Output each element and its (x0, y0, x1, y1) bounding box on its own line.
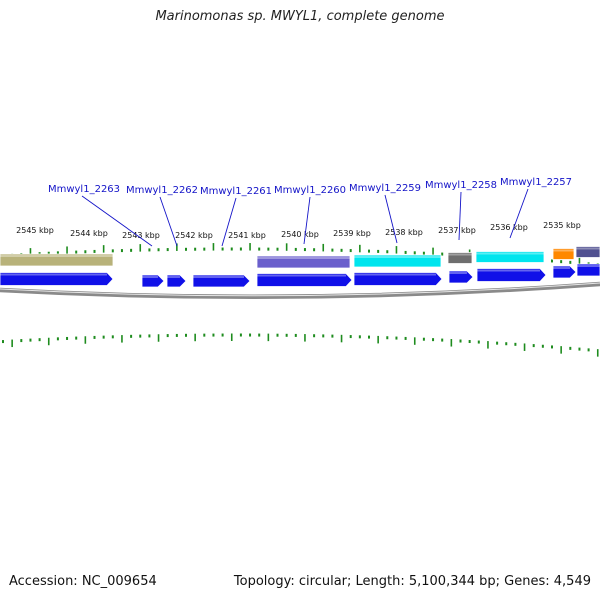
cds-forward-highlight (354, 273, 436, 276)
cds-forward-highlight (477, 269, 540, 272)
cds-forward-highlight (577, 265, 600, 267)
cyan-feature[interactable] (475, 251, 545, 263)
slate-feature-highlight (576, 247, 600, 250)
cds-forward-highlight (193, 276, 244, 278)
gene-label[interactable]: Mmwyl1_2258 (425, 180, 497, 191)
olive-feature[interactable] (0, 253, 114, 267)
gene-leader-line (159, 196, 178, 247)
gene-label[interactable]: Mmwyl1_2257 (500, 177, 572, 188)
slate-feature[interactable] (256, 255, 351, 269)
feature-track (0, 246, 600, 288)
cyan-feature-highlight (476, 252, 544, 255)
backbone-highlight (0, 282, 600, 297)
cds-forward-highlight (257, 274, 346, 277)
gene-leader-line (384, 194, 398, 244)
kbp-label: 2539 kbp (333, 229, 371, 238)
cds-forward[interactable] (476, 268, 547, 282)
cds-forward[interactable] (576, 263, 600, 277)
gray-feature[interactable] (447, 252, 473, 264)
gray-feature-highlight (448, 253, 472, 256)
kbp-label: 2544 kbp (70, 229, 108, 238)
cds-forward[interactable] (448, 270, 474, 284)
kbp-label: 2540 kbp (281, 230, 319, 239)
cds-forward[interactable] (353, 272, 443, 286)
cds-forward-highlight (449, 272, 467, 274)
kbp-label: 2543 kbp (122, 231, 160, 240)
kbp-label: 2535 kbp (543, 221, 581, 230)
genome-summary-text: Topology: circular; Length: 5,100,344 bp… (233, 574, 591, 589)
orange-feature-highlight (553, 249, 574, 252)
gene-leader-line (81, 195, 153, 247)
kbp-label: 2545 kbp (16, 226, 54, 235)
gene-leader-line (221, 197, 237, 247)
cds-forward[interactable] (552, 265, 577, 279)
kbp-label: 2538 kbp (385, 228, 423, 237)
gene-label[interactable]: Mmwyl1_2261 (200, 186, 272, 197)
kbp-label: 2536 kbp (490, 223, 528, 232)
cds-forward-highlight (142, 276, 158, 278)
backbone-arc (0, 281, 600, 299)
orange-feature[interactable] (552, 248, 575, 260)
kbp-label: 2537 kbp (438, 226, 476, 235)
cds-forward[interactable] (141, 274, 165, 288)
gene-label[interactable]: Mmwyl1_2259 (349, 183, 421, 194)
gene-label[interactable]: Mmwyl1_2263 (48, 184, 120, 195)
gene-leader-line (303, 196, 311, 245)
inner-tick-ring (2, 333, 599, 357)
cds-forward[interactable] (256, 273, 353, 287)
slate-feature[interactable] (575, 246, 600, 258)
cds-forward[interactable] (0, 272, 114, 286)
kbp-label: 2542 kbp (175, 231, 213, 240)
cds-forward-highlight (553, 267, 570, 269)
cds-forward-highlight (0, 273, 107, 276)
cyan-feature-highlight (354, 256, 441, 258)
cds-forward[interactable] (192, 274, 251, 288)
gene-label[interactable]: Mmwyl1_2262 (126, 185, 198, 196)
cds-forward-highlight (167, 276, 180, 278)
accession-text: Accession: NC_009654 (9, 574, 157, 589)
cyan-feature[interactable] (353, 254, 442, 268)
gene-leader-line (458, 191, 462, 241)
gene-label[interactable]: Mmwyl1_2260 (274, 185, 346, 196)
cds-forward[interactable] (166, 274, 187, 288)
genome-backbone (0, 281, 600, 299)
slate-feature-highlight (257, 257, 350, 259)
gene-labels: Mmwyl1_2263 Mmwyl1_2262 Mmwyl1_2261 Mmwyl1_… (48, 177, 572, 247)
olive-feature-highlight (0, 255, 113, 257)
gene-leader-line (509, 188, 529, 239)
kbp-scale: 2545 kbp 2544 kbp 2543 kbp 2542 kbp 2541 kbp… (16, 221, 581, 240)
kbp-label: 2541 kbp (228, 231, 266, 240)
map-title: Marinomonas sp. MWYL1, complete genome (155, 9, 445, 24)
